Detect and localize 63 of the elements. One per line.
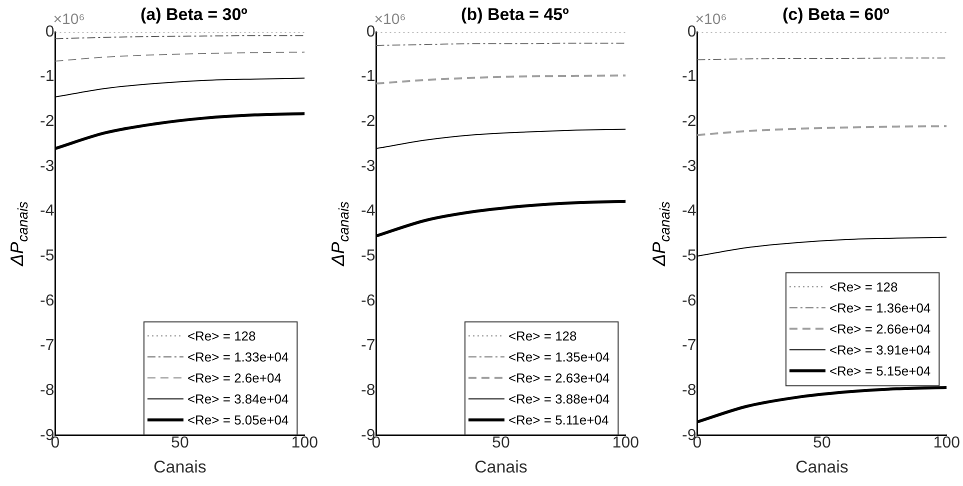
y-tick-label: -1 [360, 68, 376, 86]
y-tick-label: -5 [40, 248, 54, 265]
legend-label: <Re> = 2.66e+04 [829, 321, 931, 336]
y-tick-label: -1 [682, 68, 696, 86]
y-tick-label: -5 [682, 248, 696, 265]
y-tick-label: -6 [360, 292, 376, 310]
x-axis-title: Canais [474, 457, 528, 476]
legend-label: <Re> = 5.05e+04 [187, 412, 289, 428]
text: ×10⁶ [53, 11, 85, 28]
legend-label: <Re> = 5.15e+04 [829, 363, 931, 378]
legend-label: <Re> = 128 [829, 279, 898, 294]
x-tick-label: 100 [612, 434, 640, 452]
y-tick-label: -6 [682, 292, 696, 310]
y-tick-label: -7 [40, 337, 54, 354]
y-tick-label: -8 [40, 382, 54, 399]
y-tick-label: -6 [40, 292, 54, 310]
y-tick-label: -8 [682, 382, 696, 399]
x-tick-label: 100 [291, 434, 318, 452]
legend-label: <Re> = 1.33e+04 [187, 349, 289, 364]
legend-label: <Re> = 3.84e+04 [187, 391, 289, 406]
legend-label: <Re> = 2.63e+04 [508, 370, 610, 386]
text: ×10⁶ [695, 11, 727, 28]
chart-title: (a) Beta = 30º [140, 5, 248, 24]
y-tick-label: 0 [45, 23, 54, 40]
legend-label: <Re> = 1.35e+04 [508, 349, 610, 364]
line-series [376, 74, 626, 85]
y-tick-label: -5 [360, 248, 376, 265]
legend-label: <Re> = 3.91e+04 [829, 342, 931, 358]
y-tick-label: -1 [40, 68, 54, 86]
y-tick-label: -3 [360, 158, 376, 175]
y-tick-label: 0 [687, 23, 696, 40]
y-tick-label: -7 [682, 337, 696, 354]
line-series [55, 52, 305, 62]
x-tick-label: 50 [492, 434, 510, 452]
chart-title: (b) Beta = 45º [461, 5, 569, 24]
x-axis-title: Canais [795, 457, 848, 476]
y-axis-title: ΔPcanais [7, 201, 30, 267]
y-tick-label: 0 [366, 23, 376, 40]
text: ×10⁶ [374, 11, 406, 28]
line-series [697, 125, 947, 136]
x-axis-title: Canais [153, 457, 206, 476]
x-tick-label: 50 [813, 434, 831, 452]
y-tick-label: -4 [40, 202, 54, 220]
legend-label: <Re> = 5.11e+04 [508, 412, 609, 428]
legend-label: <Re> = 2.6e+04 [187, 370, 282, 386]
y-tick-label: -3 [682, 158, 696, 175]
y-axis-title: ΔPcanais [649, 201, 672, 267]
y-tick-label: -2 [360, 113, 376, 130]
y-tick-label: -4 [682, 202, 696, 220]
y-tick-label: -4 [360, 202, 376, 220]
y-axis-title: ΔPcanais [328, 201, 352, 267]
y-tick-label: -2 [40, 113, 54, 130]
y-tick-label: -2 [682, 113, 696, 130]
y-tick-label: -3 [40, 158, 54, 175]
legend-label: <Re> = 1.36e+04 [829, 300, 931, 316]
y-tick-label: -8 [360, 382, 376, 399]
chart-title: (c) Beta = 60º [782, 5, 890, 24]
x-tick-label: 100 [933, 434, 960, 452]
x-tick-label: 50 [171, 434, 189, 452]
legend-label: <Re> = 128 [508, 328, 577, 344]
legend-label: <Re> = 128 [187, 328, 256, 344]
legend-label: <Re> = 3.88e+04 [508, 391, 610, 406]
y-tick-label: -7 [360, 337, 376, 354]
